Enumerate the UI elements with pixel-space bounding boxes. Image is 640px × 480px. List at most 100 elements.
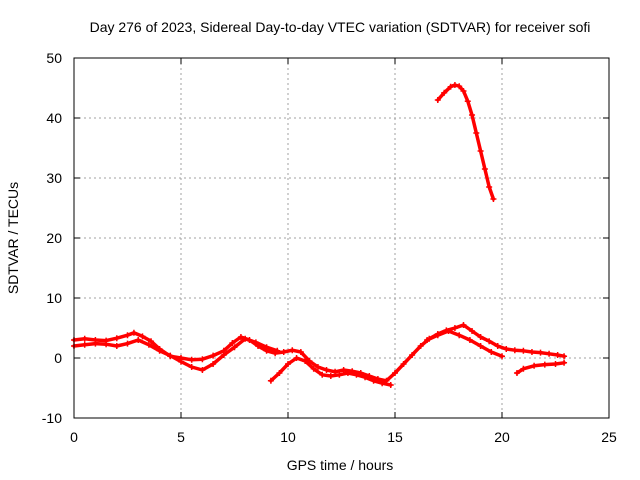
- data-point: [285, 361, 291, 367]
- data-point: [466, 337, 473, 343]
- y-tick-label: 20: [46, 230, 62, 246]
- data-point: [135, 337, 142, 343]
- series-track-c: [267, 355, 394, 388]
- data-point: [456, 83, 463, 90]
- y-axis-title: SDTVAR / TECUs: [5, 182, 21, 294]
- data-point: [124, 340, 131, 347]
- plot-frame: [73, 57, 610, 419]
- data-point: [167, 352, 174, 359]
- data-point: [297, 349, 304, 355]
- data-point: [370, 377, 377, 384]
- data-point: [490, 196, 497, 202]
- data-point: [139, 333, 146, 340]
- data-point: [344, 370, 351, 376]
- data-point: [178, 358, 184, 365]
- x-tick-label: 0: [70, 429, 78, 445]
- series-track-e: [513, 359, 568, 376]
- data-point: [409, 352, 416, 358]
- data-point: [319, 371, 326, 378]
- data-point: [220, 352, 227, 358]
- data-point: [276, 370, 283, 376]
- data-point: [554, 352, 561, 358]
- data-point: [340, 367, 347, 373]
- data-point: [511, 347, 518, 354]
- data-point: [229, 340, 236, 346]
- data-point: [362, 374, 369, 381]
- data-point: [103, 341, 110, 348]
- data-point: [81, 335, 88, 342]
- data-point: [434, 97, 441, 103]
- series-track-b: [71, 335, 281, 373]
- data-point: [445, 328, 452, 334]
- data-point: [400, 361, 407, 367]
- data-point: [92, 340, 99, 347]
- data-point: [477, 148, 484, 154]
- data-point: [441, 89, 448, 96]
- data-point: [447, 83, 454, 90]
- y-tick-label: -10: [42, 410, 62, 426]
- data-point: [469, 112, 476, 118]
- data-point: [392, 370, 398, 376]
- data-point: [280, 349, 287, 355]
- data-point: [451, 82, 458, 88]
- chart-title: Day 276 of 2023, Sidereal Day-to-day VTE…: [90, 19, 591, 35]
- data-point: [481, 166, 488, 172]
- x-tick-label: 5: [177, 429, 185, 445]
- data-point: [130, 329, 137, 336]
- data-point: [263, 344, 270, 351]
- data-point: [274, 347, 281, 354]
- y-tick-label: 30: [46, 170, 62, 186]
- data-point: [327, 373, 334, 379]
- data-point: [469, 328, 476, 334]
- data-point: [113, 335, 120, 342]
- data-point: [434, 332, 441, 339]
- data-point: [242, 335, 249, 342]
- data-point: [451, 325, 458, 331]
- data-point: [460, 88, 467, 94]
- data-point: [267, 377, 274, 384]
- data-point: [541, 361, 548, 368]
- series-track-a: [71, 322, 568, 384]
- axis-ticks: 0 5 10 15 20 25 -10 0 10 20 30 40 50: [42, 50, 617, 445]
- data-point: [188, 364, 195, 370]
- data-point: [188, 356, 195, 363]
- data-point: [520, 347, 527, 354]
- series-track-d: [424, 328, 505, 360]
- data-point: [113, 343, 120, 349]
- data-point: [199, 356, 206, 363]
- y-tick-label: 40: [46, 110, 62, 126]
- data-point: [310, 365, 317, 372]
- data-point: [323, 367, 330, 373]
- series-line: [436, 83, 496, 201]
- x-tick-label: 25: [601, 429, 617, 445]
- series-track-f: [434, 82, 497, 202]
- data-point: [148, 338, 155, 345]
- x-tick-label: 20: [494, 429, 510, 445]
- data-point: [124, 332, 131, 339]
- data-point: [424, 337, 431, 343]
- data-point: [379, 380, 386, 387]
- series-layer: [71, 82, 568, 388]
- data-point: [546, 350, 553, 357]
- data-point: [417, 343, 424, 349]
- data-point: [528, 349, 535, 355]
- data-point: [314, 364, 321, 370]
- data-point: [336, 371, 343, 378]
- data-point: [302, 358, 309, 364]
- data-point: [289, 347, 296, 354]
- data-point: [561, 353, 568, 360]
- data-point: [552, 361, 559, 367]
- data-point: [537, 349, 544, 356]
- data-point: [237, 334, 244, 340]
- grid: [74, 58, 609, 418]
- data-point: [486, 338, 493, 345]
- data-point: [81, 341, 88, 348]
- data-point: [456, 332, 463, 339]
- data-point: [531, 362, 538, 369]
- data-point: [503, 346, 510, 352]
- data-point: [252, 339, 259, 346]
- y-tick-label: 0: [54, 350, 62, 366]
- data-point: [460, 322, 467, 328]
- x-tick-label: 15: [387, 429, 403, 445]
